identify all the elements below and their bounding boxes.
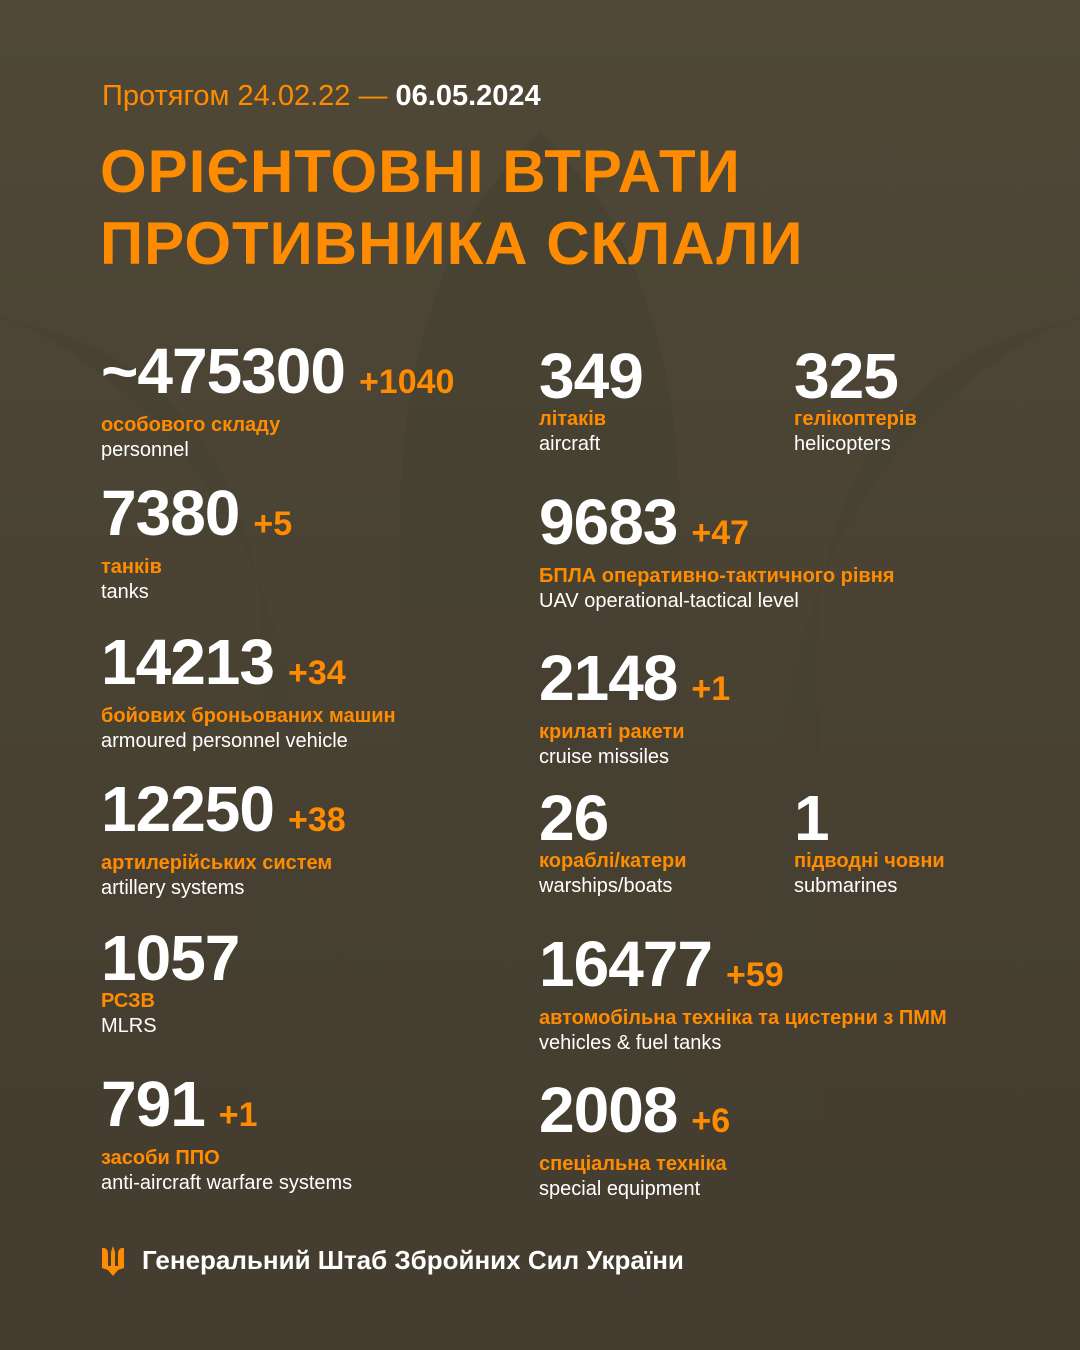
period: Протягом 24.02.22 — 06.05.2024 (102, 80, 541, 113)
stat-label-en: personnel (101, 439, 189, 461)
stat-delta: +34 (287, 654, 346, 692)
stat-delta: +59 (725, 956, 784, 994)
stat-label-ua: РСЗВ (101, 990, 155, 1012)
stat-mlrs: 1057 РСЗВ MLRS (101, 926, 240, 1039)
stat-label-en: UAV operational-tactical level (539, 590, 799, 612)
stat-total: 2008 (539, 1074, 678, 1146)
footer: Генеральний Штаб Збройних Сил України (100, 1245, 684, 1276)
title-line-1: ОРІЄНТОВНІ ВТРАТИ (100, 138, 741, 205)
title-line-2: ПРОТИВНИКА СКЛАЛИ (100, 210, 804, 277)
stat-label-ua: крилаті ракети (539, 721, 685, 743)
stat-total: 26 (539, 782, 609, 854)
stat-value: 349 (539, 344, 644, 408)
stat-label-ua: БПЛА оперативно-тактичного рівня (539, 565, 895, 587)
stat-label-en: submarines (794, 875, 898, 897)
period-end: 06.05.2024 (395, 80, 541, 112)
stat-label-en: tanks (101, 581, 149, 603)
stat-armoured-personnel-vehicle: 14213 +34 бойових броньованих машин armoure… (101, 630, 396, 754)
stat-artillery-systems: 12250 +38 артилерійських систем artillery s… (101, 777, 346, 901)
trident-icon (102, 1245, 124, 1276)
stat-label-en: warships/boats (539, 875, 673, 897)
stat-value: 14213 +34 (101, 630, 396, 704)
stat-uav-operational-tactical-level: 9683 +47 БПЛА оперативно-тактичного рівня U… (539, 490, 895, 614)
stat-total: 2148 (539, 642, 678, 714)
stat-label-ua: літаків (539, 408, 607, 430)
stat-label-en: vehicles & fuel tanks (539, 1032, 722, 1054)
stat-value: ~475300 +1040 (101, 339, 455, 413)
stat-delta: +6 (691, 1102, 731, 1140)
period-prefix: Протягом 24.02.22 — (102, 80, 388, 112)
stat-total: 7380 (101, 477, 240, 549)
stat-special-equipment: 2008 +6 спеціальна техніка special equipmen… (539, 1078, 731, 1202)
stat-value: 12250 +38 (101, 777, 346, 851)
stat-label-ua: артилерійських систем (101, 852, 333, 874)
stat-delta: +1 (218, 1096, 258, 1134)
stat-label-en: helicopters (794, 433, 891, 455)
stat-value: 7380 +5 (101, 481, 293, 555)
stat-delta: +38 (287, 801, 346, 839)
stat-cruise-missiles: 2148 +1 крилаті ракети cruise missiles (539, 646, 731, 770)
stat-label-en: anti-aircraft warfare systems (101, 1172, 353, 1194)
stat-anti-aircraft-warfare-systems: 791 +1 засоби ППО anti-aircraft warfare sys… (101, 1072, 353, 1196)
stat-label-en: special equipment (539, 1178, 701, 1200)
stat-value: 791 +1 (101, 1072, 352, 1146)
stat-label-ua: спеціальна техніка (539, 1153, 727, 1175)
stat-delta: +1 (691, 670, 731, 708)
stat-total: ~475300 (101, 335, 346, 407)
stat-total: 14213 (101, 626, 275, 698)
stat-label-en: aircraft (539, 433, 601, 455)
stat-delta: +1040 (358, 363, 455, 401)
stat-value: 26 (539, 786, 687, 850)
stat-label-ua: підводні човни (794, 850, 945, 872)
stat-total: 1057 (101, 922, 240, 994)
stat-value: 2148 +1 (539, 646, 731, 720)
stat-helicopters: 325 гелікоптерів helicopters (794, 344, 917, 457)
stat-label-ua: танків (101, 556, 162, 578)
stat-total: 325 (794, 340, 899, 412)
stat-value: 9683 +47 (539, 490, 894, 564)
stat-label-ua: автомобільна техніка та цистерни з ПММ (539, 1007, 947, 1029)
stat-total: 9683 (539, 486, 678, 558)
stat-label-ua: засоби ППО (101, 1147, 220, 1169)
stat-personnel: ~475300 +1040 особового складу personnel (101, 339, 455, 463)
stat-value: 325 (794, 344, 917, 408)
stat-value: 2008 +6 (539, 1078, 731, 1152)
stat-label-en: MLRS (101, 1015, 157, 1037)
stat-label-en: artillery systems (101, 877, 245, 899)
stat-aircraft: 349 літаків aircraft (539, 344, 644, 457)
page-title: ОРІЄНТОВНІ ВТРАТИ ПРОТИВНИКА СКЛАЛИ (100, 136, 804, 280)
stat-total: 12250 (101, 773, 275, 845)
stat-total: 16477 (539, 928, 713, 1000)
stat-delta: +47 (691, 514, 750, 552)
stat-value: 1 (794, 786, 945, 850)
stat-tanks: 7380 +5 танків tanks (101, 481, 293, 605)
stat-total: 791 (101, 1068, 206, 1140)
stat-vehicles-fuel-tanks: 16477 +59 автомобільна техніка та цистерни… (539, 932, 947, 1056)
stat-total: 349 (539, 340, 644, 412)
stat-value: 1057 (101, 926, 240, 990)
stat-label-ua: бойових броньованих машин (101, 705, 396, 727)
stat-label-ua: гелікоптерів (794, 408, 917, 430)
stat-label-en: armoured personnel vehicle (101, 730, 348, 752)
stat-label-ua: особового складу (101, 414, 281, 436)
stat-value: 16477 +59 (539, 932, 947, 1006)
stat-delta: +5 (253, 505, 293, 543)
stat-submarines: 1 підводні човни submarines (794, 786, 945, 899)
stat-total: 1 (794, 782, 830, 854)
stat-label-ua: кораблі/катери (539, 850, 687, 872)
stat-warships-boats: 26 кораблі/катери warships/boats (539, 786, 687, 899)
stat-label-en: cruise missiles (539, 746, 670, 768)
org-name: Генеральний Штаб Збройних Сил України (142, 1245, 684, 1275)
